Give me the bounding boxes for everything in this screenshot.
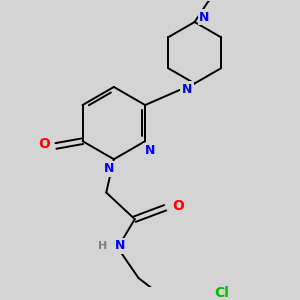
Text: O: O [172, 199, 184, 213]
Text: N: N [104, 162, 114, 175]
Text: N: N [145, 144, 155, 157]
Text: O: O [39, 137, 50, 151]
Text: N: N [114, 239, 125, 252]
Text: N: N [199, 11, 209, 24]
Text: Cl: Cl [214, 286, 229, 300]
Text: H: H [98, 241, 107, 251]
Text: N: N [182, 83, 192, 96]
